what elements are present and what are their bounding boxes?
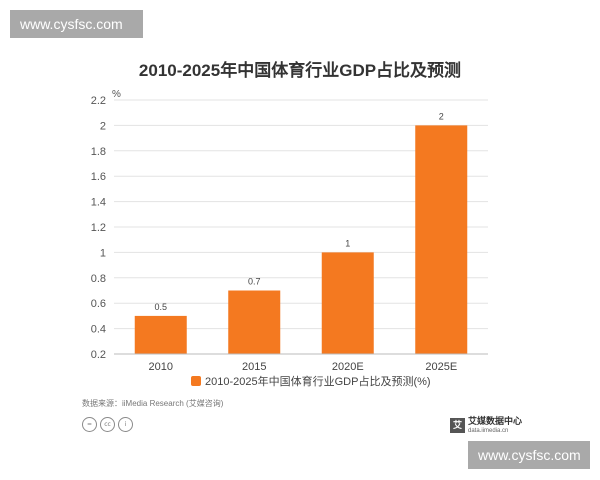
cc-attribution-icon: i: [118, 417, 133, 432]
x-tick-label: 2025E: [425, 361, 457, 373]
y-unit-label: %: [112, 89, 121, 100]
watermark-bottom: www.cysfsc.com: [468, 441, 590, 469]
cc-equal-icon: =: [82, 417, 97, 432]
x-tick-label: 2010: [149, 361, 173, 373]
y-tick-label: 1.6: [91, 171, 106, 183]
y-tick-label: 1.4: [91, 197, 106, 209]
data-labels-group: 0.5 0.7 1 2: [154, 111, 444, 312]
legend-label: 2010-2025年中国体育行业GDP占比及预测(%): [205, 374, 431, 388]
data-label: 0.5: [154, 302, 167, 312]
y-tick-label: 2: [100, 120, 106, 132]
data-label: 2: [439, 111, 444, 121]
y-tick-label: 0.4: [91, 324, 106, 336]
watermark-top: www.cysfsc.com: [10, 10, 143, 38]
y-tick-label: 2.2: [91, 95, 106, 107]
y-tick-label: 1: [100, 247, 106, 259]
brand-name: 艾媒数据中心: [468, 415, 523, 426]
x-tick-label: 2015: [242, 361, 266, 373]
y-tick-label: 0.6: [91, 298, 106, 310]
data-label: 1: [345, 238, 350, 248]
y-tick-label: 1.2: [91, 222, 106, 234]
brand-mark-icon: 艾: [450, 417, 465, 433]
y-tick-label: 0.8: [91, 273, 106, 285]
brand-url: data.iimedia.cn: [468, 427, 509, 434]
legend-swatch: [191, 376, 201, 386]
data-label: 0.7: [248, 277, 261, 287]
legend: 2010-2025年中国体育行业GDP占比及预测(%): [191, 374, 431, 388]
chart-title: 2010-2025年中国体育行业GDP占比及预测: [139, 60, 461, 80]
y-tick-label: 1.8: [91, 146, 106, 158]
bar-2025E: [415, 125, 468, 355]
x-tick-label: 2020E: [332, 361, 364, 373]
bar-2015: [228, 290, 281, 354]
bar-2010: [134, 315, 187, 354]
source-note: 数据来源：iiMedia Research (艾媒咨询): [82, 399, 224, 408]
bar-2020E: [321, 252, 374, 354]
x-axis-labels: 2010 2015 2020E 2025E: [149, 361, 458, 373]
brand-logo: 艾 艾媒数据中心 data.iimedia.cn: [450, 412, 532, 438]
y-axis-ticks: 0.2 0.4 0.6 0.8 1 1.2 1.4 1.6 1.8 2 2.2: [91, 95, 106, 361]
y-tick-label: 0.2: [91, 349, 106, 361]
bars-group: [134, 125, 468, 355]
cc-license-icon: cc: [100, 417, 115, 432]
license-icons: = cc i: [82, 417, 133, 432]
